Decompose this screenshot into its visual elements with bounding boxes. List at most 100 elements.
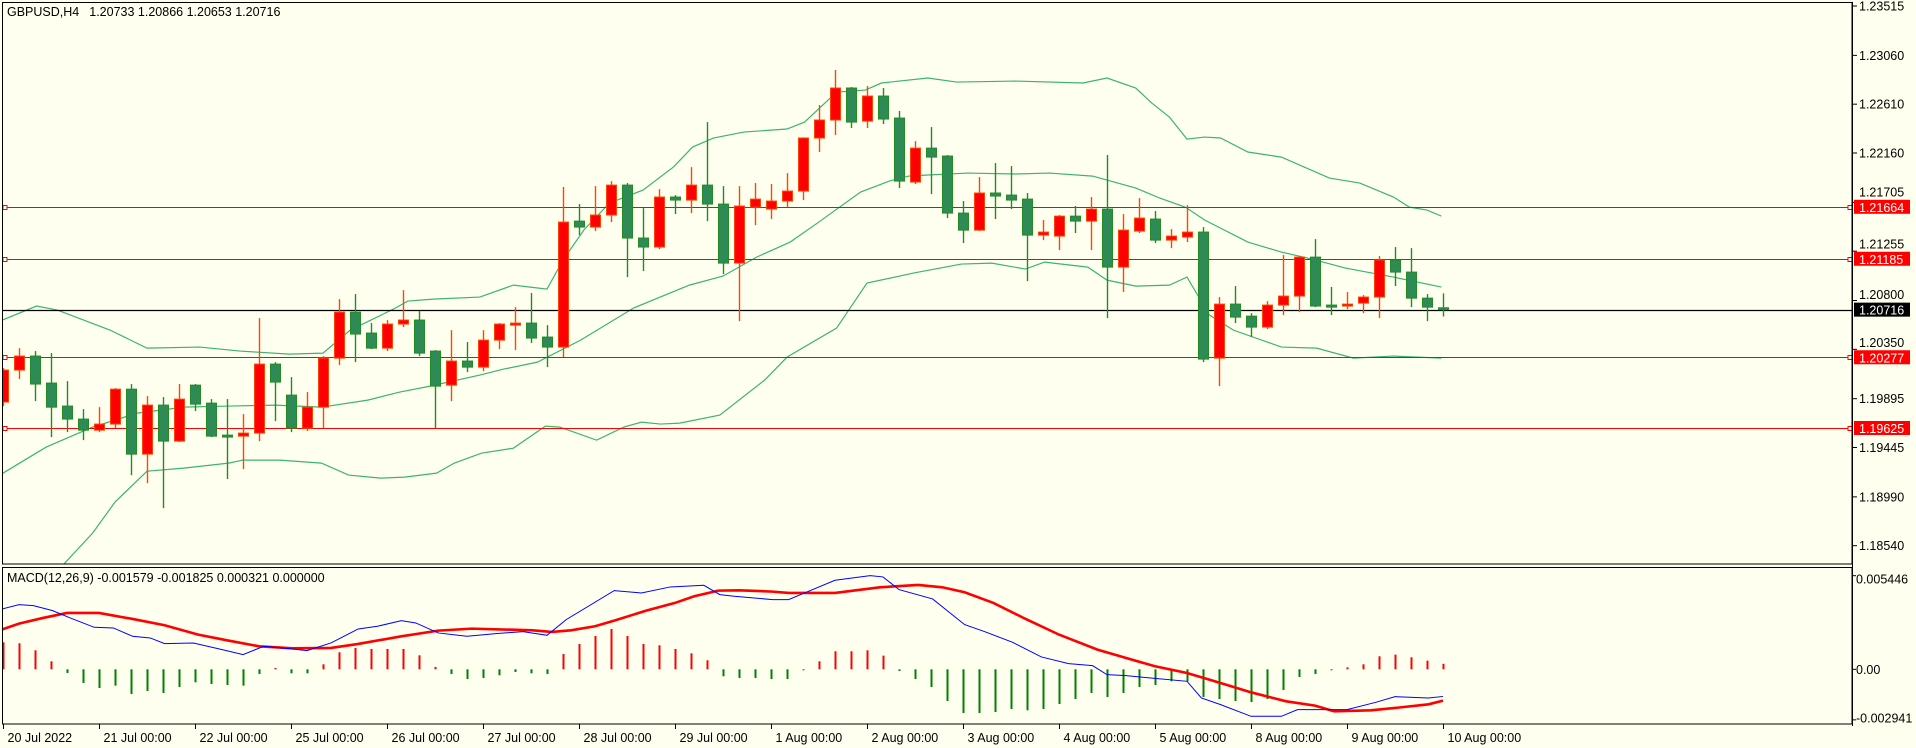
candle xyxy=(734,186,745,322)
candle-body xyxy=(1326,304,1337,308)
macd-tick-label: -0.002941 xyxy=(1856,712,1912,726)
candle-body xyxy=(558,221,569,348)
candle xyxy=(558,187,569,358)
candle-body xyxy=(606,184,617,216)
candle xyxy=(350,294,361,363)
candle xyxy=(990,163,1001,220)
macd-tick-label: 0.005446 xyxy=(1856,573,1908,587)
candle xyxy=(270,362,281,422)
candle-body xyxy=(686,184,697,201)
candle-body xyxy=(846,87,857,123)
macd-panel[interactable]: MACD(12,26,9) -0.001579 -0.001825 0.0003… xyxy=(0,567,1912,726)
macd-tick-label: 0.00 xyxy=(1856,663,1880,677)
candle xyxy=(174,384,185,443)
candle xyxy=(414,311,425,357)
line-handle-left xyxy=(2,257,8,262)
line-handle-right xyxy=(1847,257,1853,262)
candle xyxy=(878,88,889,125)
candle xyxy=(1374,256,1385,319)
symbol-timeframe: GBPUSD,H4 xyxy=(7,5,79,19)
line-handle-right xyxy=(1847,205,1853,210)
candle xyxy=(718,186,729,275)
candle-body xyxy=(462,360,473,368)
price-tick-label: 1.21705 xyxy=(1859,185,1904,199)
hline-price-label-box xyxy=(1854,199,1910,214)
price-tick-label: 1.21255 xyxy=(1859,237,1904,251)
candle xyxy=(190,384,201,412)
candle-body xyxy=(1422,297,1433,308)
candle xyxy=(398,290,409,328)
candle xyxy=(78,409,89,441)
line-handle-left xyxy=(2,426,8,431)
price-tick-label: 1.22610 xyxy=(1859,98,1904,112)
candle-body xyxy=(1118,229,1129,268)
candle-body xyxy=(62,405,73,420)
price-tick-label: 1.19895 xyxy=(1859,392,1904,406)
candle-body xyxy=(1278,295,1289,306)
candle xyxy=(382,320,393,352)
price-axis: 1.23515 1.23060 1.22610 1.22160 1.21705 1.212… xyxy=(1852,0,1910,726)
bollinger-lower-band xyxy=(63,261,1442,564)
hline-price-label: 1.19625 xyxy=(1859,422,1904,436)
candle-body xyxy=(1102,208,1113,268)
candle-body xyxy=(1230,303,1241,318)
candle xyxy=(622,183,633,278)
candle xyxy=(1406,248,1417,308)
candle xyxy=(302,392,313,432)
candle xyxy=(1438,293,1449,317)
hline-price-label-box xyxy=(1854,251,1910,266)
candle xyxy=(686,167,697,214)
candle-body xyxy=(1134,217,1145,232)
candle xyxy=(1022,193,1033,282)
candle xyxy=(574,204,585,236)
candle-body xyxy=(430,350,441,387)
candle-body xyxy=(302,406,313,429)
time-tick-label: 3 Aug 00:00 xyxy=(968,731,1035,745)
macd-plot xyxy=(3,575,1445,717)
price-tick-label: 1.23515 xyxy=(1859,0,1904,14)
candle-body xyxy=(334,311,345,359)
time-tick-label: 8 Aug 00:00 xyxy=(1256,731,1323,745)
line-handle-right xyxy=(1847,426,1853,431)
time-tick-label: 27 Jul 00:00 xyxy=(488,731,556,745)
time-tick-label: 9 Aug 00:00 xyxy=(1352,731,1419,745)
candle-body xyxy=(814,119,825,139)
candle-body xyxy=(1054,215,1065,237)
candle-body xyxy=(830,87,841,121)
candle-body xyxy=(158,404,169,442)
macd-main-line xyxy=(3,575,1444,717)
candle xyxy=(286,377,297,433)
candle-body xyxy=(126,388,137,455)
price-panel[interactable]: GBPUSD,H4 1.20733 1.20866 1.20653 1.20716… xyxy=(0,0,1910,726)
price-tick-label: 1.22160 xyxy=(1859,146,1904,160)
macd-axis: 0.005446 0.00 -0.002941 xyxy=(1852,573,1912,726)
candle-body xyxy=(702,184,713,205)
candle-body xyxy=(1150,218,1161,241)
candle-body xyxy=(782,190,793,202)
price-tick-label: 1.18540 xyxy=(1859,539,1904,553)
candle-body xyxy=(78,418,89,431)
candle xyxy=(126,384,137,476)
candle-body xyxy=(478,339,489,368)
candle-body xyxy=(254,363,265,434)
candle xyxy=(318,356,329,429)
candle-body xyxy=(142,404,153,455)
candle-body xyxy=(590,214,601,228)
candle xyxy=(430,350,441,429)
candle xyxy=(1326,286,1337,316)
candle xyxy=(1390,247,1401,287)
time-tick-label: 2 Aug 00:00 xyxy=(872,731,939,745)
candle-body xyxy=(878,95,889,120)
candle xyxy=(846,87,857,129)
candle xyxy=(590,186,601,232)
candle xyxy=(654,189,665,250)
candles xyxy=(3,70,1449,509)
candle-body xyxy=(270,363,281,383)
candle xyxy=(1198,227,1209,363)
candle-body xyxy=(1182,231,1193,238)
candle xyxy=(1150,211,1161,244)
candle-body xyxy=(766,200,777,210)
candle xyxy=(254,318,265,442)
candle xyxy=(142,396,153,484)
